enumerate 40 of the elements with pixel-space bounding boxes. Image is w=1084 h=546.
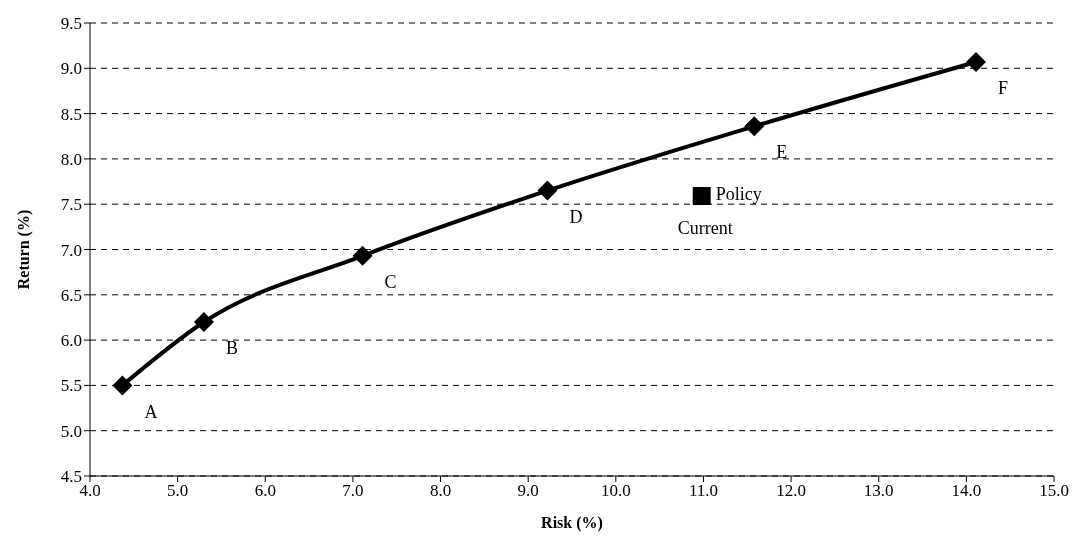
y-tick-label: 7.5: [60, 195, 82, 215]
point: [744, 116, 765, 137]
annotation: F: [998, 78, 1009, 99]
x-tick-label: 15.0: [1039, 481, 1069, 501]
y-axis-title: Return (%): [14, 209, 33, 290]
annotation: D: [569, 206, 583, 227]
annotation: A: [144, 401, 158, 422]
x-axis-title: Risk (%): [541, 514, 603, 532]
x-tick-label: 5.0: [167, 481, 189, 501]
x-tick-label: 8.0: [429, 481, 452, 501]
annotation: C: [384, 271, 397, 292]
y-tick-label: 9.5: [60, 14, 82, 34]
annotation: Policy: [715, 184, 762, 205]
y-tick-label: 8.0: [60, 149, 82, 169]
x-tick-label: 7.0: [342, 481, 364, 501]
y-tick-label: 8.5: [60, 104, 82, 124]
x-tick-label: 4.0: [79, 481, 101, 501]
point: [112, 375, 133, 396]
x-tick-label: 13.0: [863, 481, 894, 501]
point: [966, 51, 986, 72]
annotation: Current: [677, 218, 733, 239]
x-tick-label: 12.0: [776, 481, 806, 501]
y-tick-label: 5.5: [60, 376, 82, 396]
y-tick-label: 9.0: [60, 59, 82, 79]
x-tick-label: 11.0: [688, 481, 719, 501]
y-tick-label: 4.5: [60, 467, 82, 487]
point: [352, 245, 373, 266]
annotation: E: [776, 142, 788, 163]
x-tick-label: 10.0: [600, 481, 631, 501]
y-tick-label: 5.0: [60, 421, 82, 441]
y-tick-label: 6.5: [60, 285, 82, 305]
y-tick-label: 6.0: [60, 331, 82, 351]
x-tick-label: 14.0: [951, 481, 982, 501]
x-tick-label: 6.0: [254, 481, 276, 501]
x-tick-label: 9.0: [517, 481, 539, 501]
annotation: B: [225, 338, 238, 359]
point: [692, 187, 711, 206]
point: [537, 180, 558, 201]
point: [193, 311, 214, 332]
y-tick-label: 7.0: [60, 240, 82, 260]
